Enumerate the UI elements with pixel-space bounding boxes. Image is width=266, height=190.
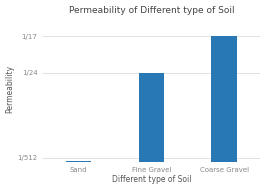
Bar xyxy=(211,36,237,162)
Y-axis label: Permeability: Permeability xyxy=(6,65,15,113)
X-axis label: Different type of Soil: Different type of Soil xyxy=(112,175,191,184)
Bar xyxy=(139,73,164,162)
Title: Permeability of Different type of Soil: Permeability of Different type of Soil xyxy=(69,6,234,15)
